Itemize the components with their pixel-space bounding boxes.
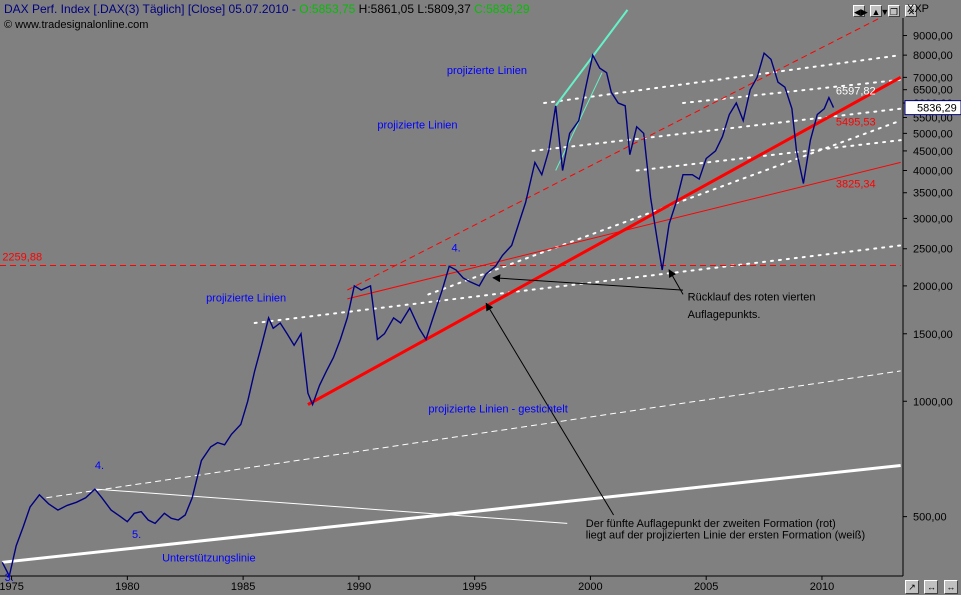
currency-label: XXP bbox=[907, 3, 930, 15]
last-price-label: 5836,29 bbox=[917, 103, 957, 115]
trend-line-projected-white-dashed bbox=[46, 370, 901, 499]
y-tick-label: 8000,00 bbox=[913, 50, 953, 62]
scroll-controls: ↗ ↔ ↔ bbox=[905, 577, 959, 595]
high-value: H:5861,05 bbox=[358, 2, 415, 16]
y-tick-label: 2500,00 bbox=[913, 244, 953, 256]
trend-line-red-thin bbox=[347, 161, 901, 300]
axes bbox=[0, 18, 904, 577]
trend-line-red-dashed-trend bbox=[347, 17, 881, 291]
annotation-label: 5. bbox=[132, 529, 141, 541]
x-tick-label: 1980 bbox=[115, 581, 139, 593]
annotation-arrow bbox=[668, 269, 684, 295]
price-series bbox=[1, 51, 835, 579]
chart-header: DAX Perf. Index [.DAX(3) Täglich] [Close… bbox=[0, 0, 961, 18]
annotation-arrow bbox=[492, 274, 684, 291]
y-tick-label: 4500,00 bbox=[913, 146, 953, 158]
source-credit: © www.tradesignalonline.com bbox=[4, 19, 149, 31]
annotation-label: projizierte Linien bbox=[447, 65, 527, 77]
low-value: L:5809,37 bbox=[417, 2, 471, 16]
annotation-label: projizierte Linien bbox=[206, 293, 286, 305]
x-tick-label: 1990 bbox=[347, 581, 371, 593]
y-tick-label: 7000,00 bbox=[913, 72, 953, 84]
y-tick-label: 5000,00 bbox=[913, 128, 953, 140]
scroll-up-down-button[interactable]: ▲▼ bbox=[870, 5, 890, 17]
annotation-label: Auflagepunkts. bbox=[688, 309, 761, 321]
y-tick-label: 2000,00 bbox=[913, 281, 953, 293]
x-tick-label: 1975 bbox=[0, 581, 24, 593]
x-tick-label: 1995 bbox=[462, 581, 486, 593]
y-tick-label: 5500,00 bbox=[913, 113, 953, 125]
annotation-label: 2259,88 bbox=[2, 251, 42, 263]
annotations: projizierte Linien projizierte Linien proj… bbox=[2, 65, 875, 584]
zoom-in-button[interactable]: ↔ bbox=[943, 580, 958, 594]
close-value: C:5836,29 bbox=[474, 2, 530, 16]
x-tick-label: 2005 bbox=[694, 581, 718, 593]
close-button[interactable]: ✕ bbox=[905, 5, 918, 17]
y-tick-label: 9000,00 bbox=[913, 31, 953, 43]
annotation-label: liegt auf der projizierten Linie der ers… bbox=[586, 530, 865, 542]
y-tick-label: 500,00 bbox=[913, 512, 947, 524]
price-line bbox=[1, 51, 835, 579]
annotation-label: 3. bbox=[5, 572, 14, 584]
x-tick-label: 2010 bbox=[810, 581, 834, 593]
instrument-name: DAX Perf. Index [.DAX(3) Täglich] [Close… bbox=[4, 2, 296, 16]
last-price-box bbox=[904, 100, 961, 116]
trend-lines bbox=[0, 9, 902, 564]
trend-line-support-white bbox=[2, 463, 901, 564]
y-tick-label: 3500,00 bbox=[913, 188, 953, 200]
y-tick-label: 6500,00 bbox=[913, 85, 953, 97]
annotation-label: projizierte Linien bbox=[377, 119, 457, 131]
annotation-label: Der fünfte Auflagepunkt der zweiten Form… bbox=[586, 518, 836, 530]
scroll-left-right-button[interactable]: ◀▶ bbox=[853, 5, 868, 17]
trend-line-red-thick bbox=[307, 76, 902, 406]
annotation-label: 3825,34 bbox=[836, 179, 876, 191]
x-tick-label: 1985 bbox=[231, 581, 255, 593]
annotation-arrow bbox=[485, 302, 615, 516]
annotation-label: 4. bbox=[452, 242, 461, 254]
y-tick-label: 3000,00 bbox=[913, 213, 953, 225]
annotation-label: 4. bbox=[95, 460, 104, 472]
y-axis: 9000,008000,007000,006500,006000,005500,… bbox=[903, 31, 961, 524]
annotation-label: Rücklauf des roten vierten bbox=[688, 292, 816, 304]
x-axis: 1975 1980 1985 1990 1995 2000 2005 2010 bbox=[0, 576, 834, 593]
annotation-label: 5495,53 bbox=[836, 116, 876, 128]
x-tick-label: 2000 bbox=[578, 581, 602, 593]
annotation-label: projizierte Linien - gestichtelt bbox=[428, 403, 567, 415]
y-tick-label: 1000,00 bbox=[913, 396, 953, 408]
trend-line-dotted-white-4 bbox=[531, 107, 902, 152]
window-controls: ◀▶ ▲▼ ❐ ✕ bbox=[853, 2, 918, 17]
y-tick-label: 1500,00 bbox=[913, 329, 953, 341]
arrows bbox=[485, 269, 684, 516]
open-value: O:5853,75 bbox=[299, 2, 356, 16]
annotation-label: Unterstützungslinie bbox=[162, 552, 256, 564]
annotation-label: 6597,82 bbox=[836, 85, 876, 97]
zoom-fit-button[interactable]: ↗ bbox=[905, 580, 919, 594]
zoom-out-button[interactable]: ↔ bbox=[924, 580, 939, 594]
trend-line-dotted-white-5 bbox=[635, 139, 902, 172]
y-tick-label: 4000,00 bbox=[913, 166, 953, 178]
restore-button[interactable]: ❐ bbox=[887, 5, 900, 17]
trend-line-upper-white bbox=[94, 488, 568, 524]
